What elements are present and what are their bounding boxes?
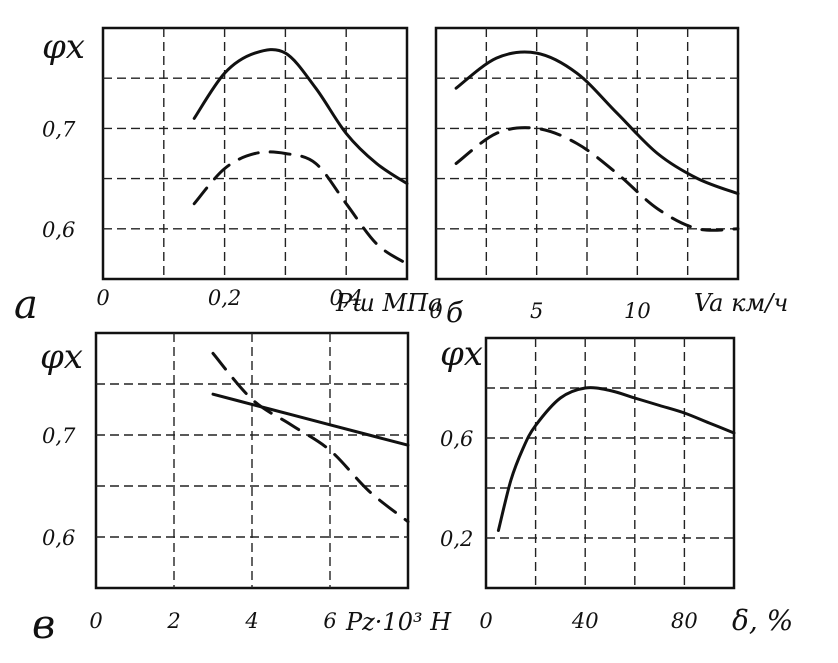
panel-c-series [211,351,410,524]
panel-b-grid [436,28,738,279]
panel-b-series-solid-line [454,50,740,196]
panel-d-xlabel: δ, % [732,604,793,637]
panel-d-ylabel: φx [440,334,483,374]
panel-b-x-tick-label: 10 [624,299,651,323]
panel-b-letter: б [446,296,464,329]
panel-c-xlabel: Pz·10³ Н [345,608,452,636]
panel-a-letter: а [14,282,38,328]
panel-d-x-tick-label: 80 [671,609,698,633]
panel-b-xlabel: Va км/ч [694,289,788,317]
tick-labels: 0 0,2 0,4 0,7 0,6 0 5 10 0 2 4 6 0,7 0,6 0 40 80 0,6 0,2 [42,117,698,633]
panel-a-y-tick-label: 0,7 [42,117,76,141]
panel-c-ylabel: φx [40,337,83,377]
panel-d-x-tick-label: 0 [479,609,492,633]
panel-a-ylabel: φx [42,27,85,67]
panel-c-x-tick-label: 0 [89,609,102,633]
panel-a-grid [103,28,407,279]
panel-c: φx в Pz·10³ Н [32,331,452,648]
panel-d-x-tick-label: 40 [571,609,599,633]
panel-d-series [496,386,736,532]
panel-a-x-tick-label: 0,2 [208,286,241,310]
panel-a-series [192,48,409,266]
panel-b-series-dashed-line [454,126,740,232]
panel-c-x-tick-label: 6 [323,609,336,633]
panel-a-y-tick-label: 0,6 [42,218,75,242]
panel-a-series-solid-line [192,48,409,186]
panel-b-x-tick-label: 0 [429,299,442,323]
panel-a-x-tick-label: 0,4 [329,286,362,310]
panel-c-grid [96,333,408,588]
panel-d: φx δ, % [440,334,793,637]
panel-d-frame [484,336,736,590]
panel-c-series-dashed-line [211,351,410,524]
panel-a-xlabel: Pш МПа [335,289,442,317]
panel-c-x-tick-label: 4 [244,609,258,633]
panel-c-y-tick-label: 0,6 [42,526,75,550]
panel-a-frame [101,26,409,281]
panel-d-grid [486,338,734,588]
panel-c-letter: в [32,602,55,648]
panel-d-y-tick-label: 0,2 [440,527,473,551]
panel-c-y-tick-label: 0,7 [42,424,76,448]
panel-c-series-solid-line [211,392,410,447]
panel-a-x-tick-label: 0 [96,286,109,310]
panel-a-series-dashed-line [192,150,409,266]
panel-b-series [454,50,740,232]
panel-a: φx а Pш МПа [14,26,442,328]
panel-d-series-solid-line [496,386,736,532]
panel-c-x-tick-label: 2 [166,609,180,633]
panel-b: б Va км/ч [434,26,788,329]
panel-b-x-tick-label: 5 [530,299,543,323]
panel-d-y-tick-label: 0,6 [440,427,473,451]
